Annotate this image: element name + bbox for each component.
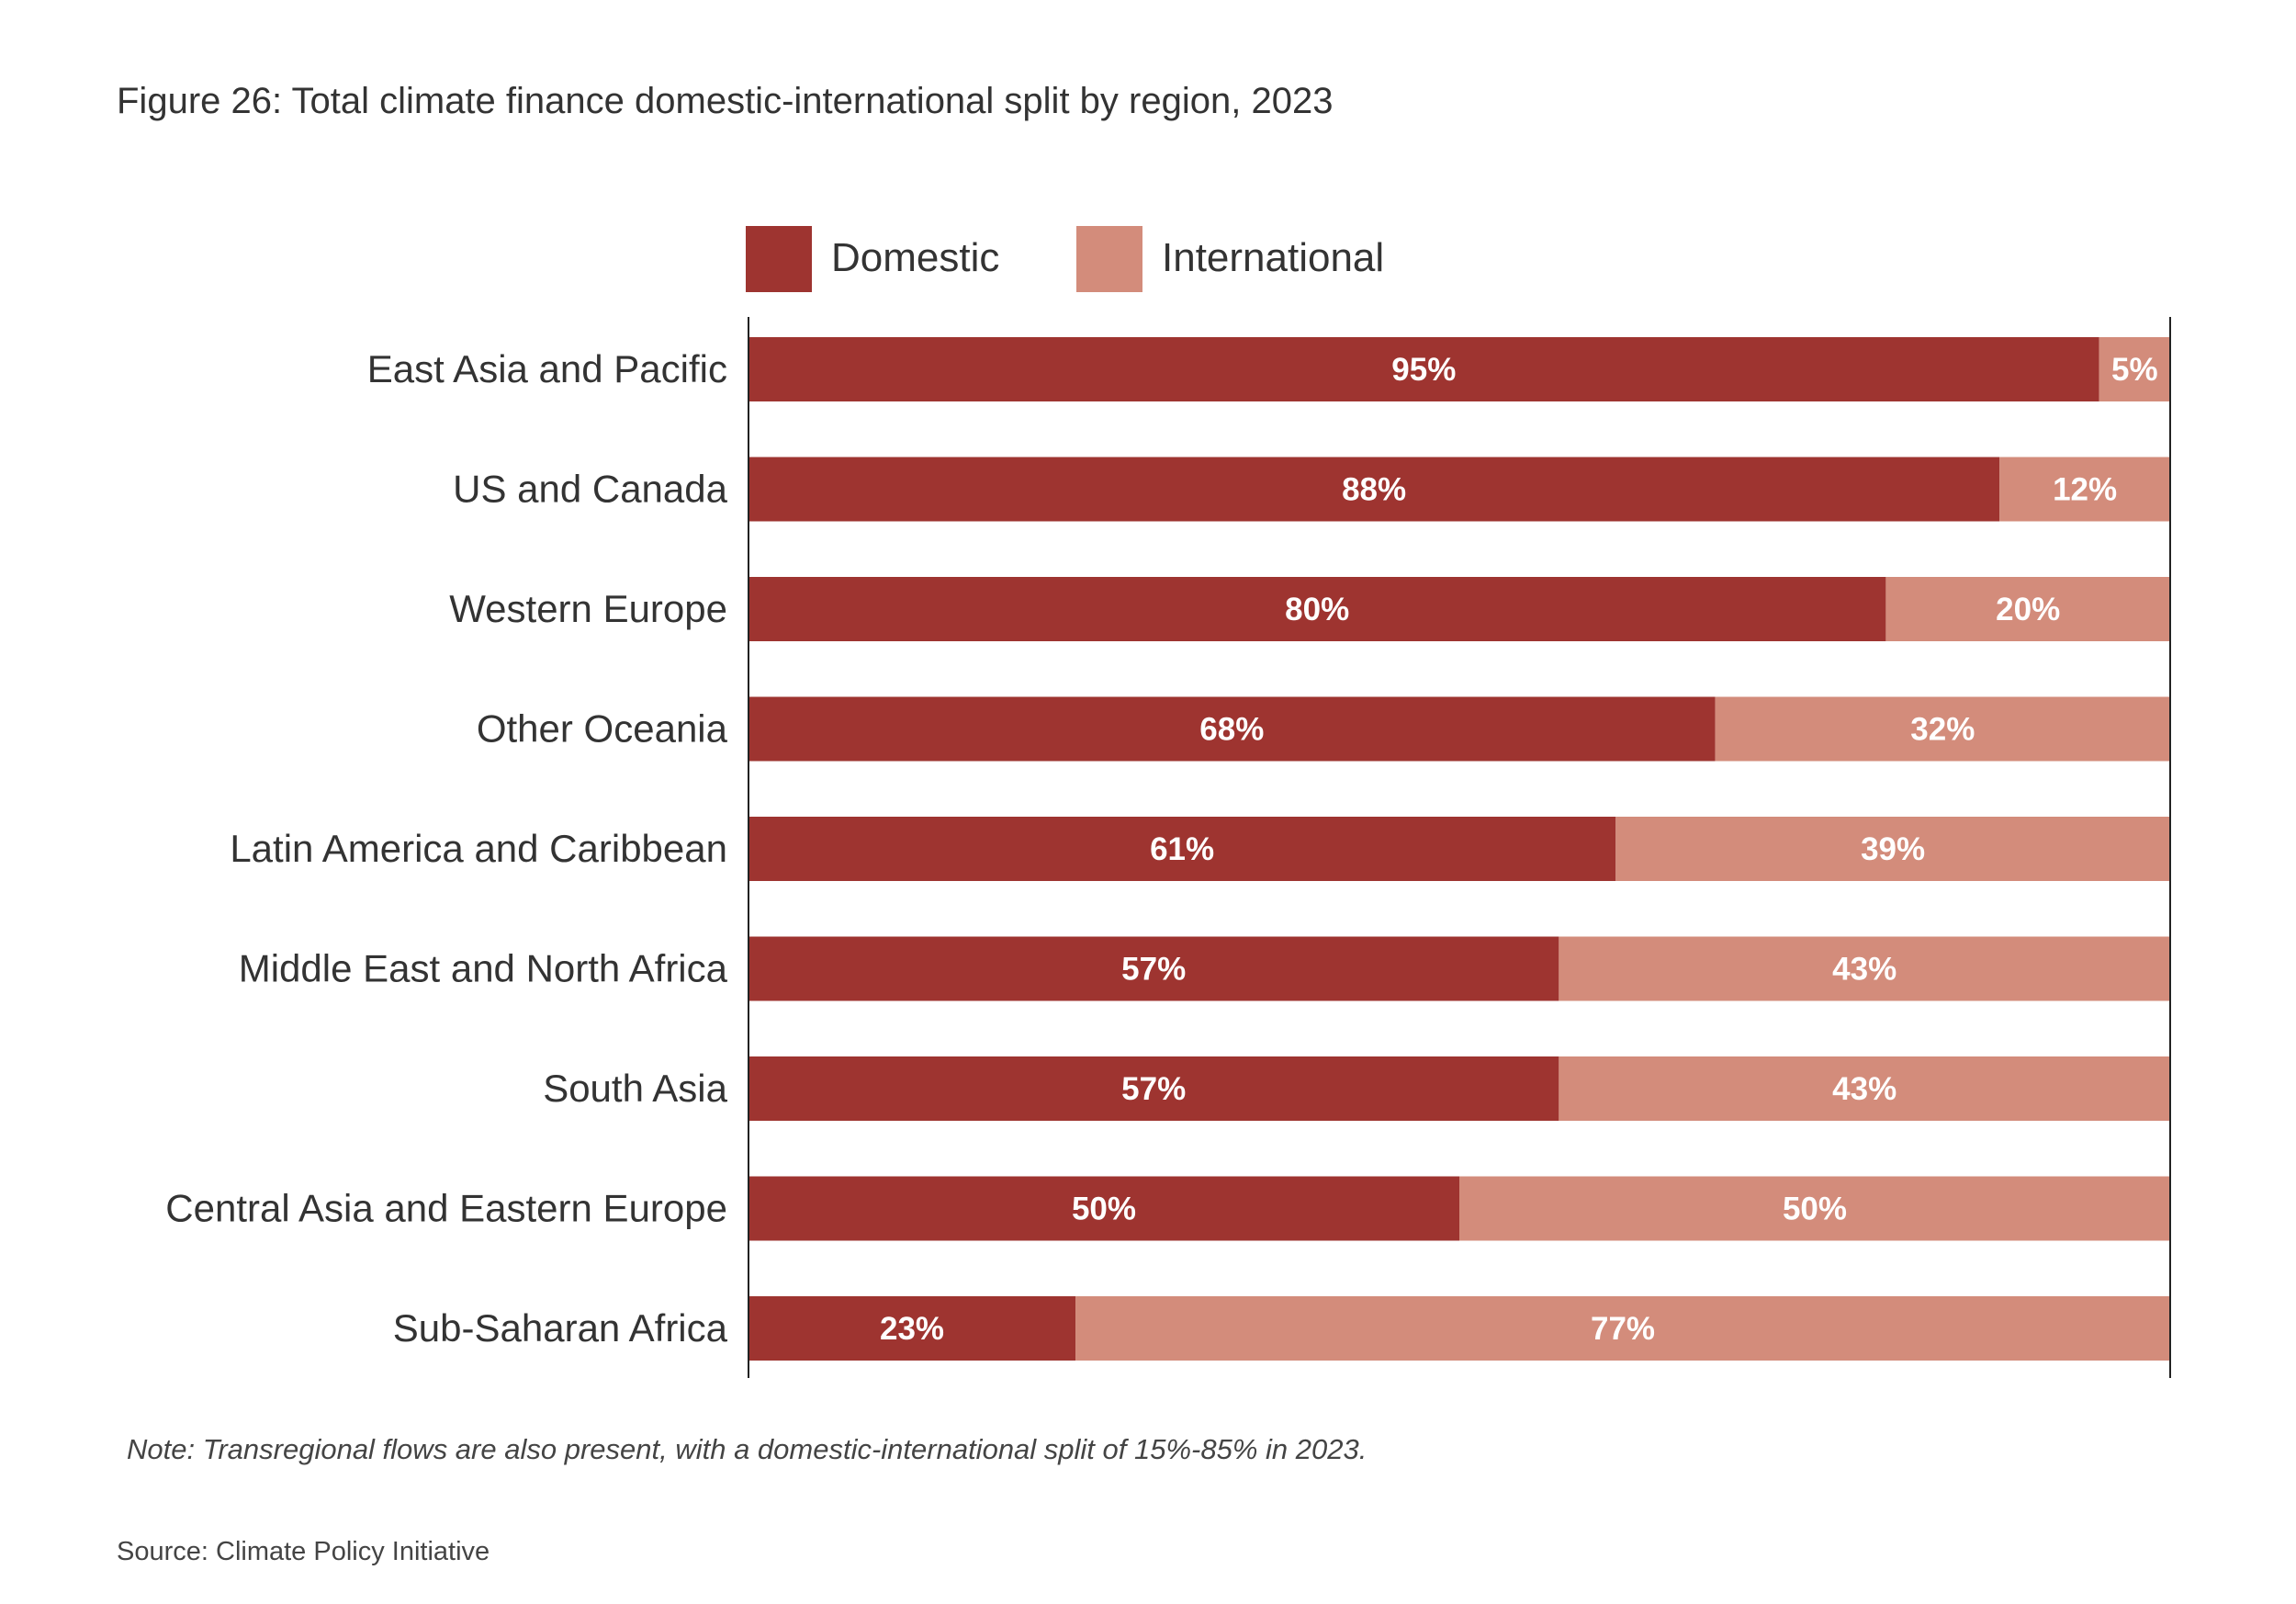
data-label-domestic-middle-east-and-north-africa: 57% xyxy=(1121,952,1186,988)
bar-domestic-middle-east-and-north-africa xyxy=(748,936,1559,1001)
data-label-domestic-sub-saharan-africa: 23% xyxy=(880,1311,944,1347)
bar-international-us-and-canada xyxy=(1999,457,2170,522)
data-label-international-central-asia-and-eastern-europe: 50% xyxy=(1783,1192,1847,1227)
bar-domestic-sub-saharan-africa xyxy=(748,1296,1076,1361)
category-label-south-asia: South Asia xyxy=(543,1067,727,1110)
data-label-international-east-asia-and-pacific: 5% xyxy=(2111,352,2158,388)
bar-international-south-asia xyxy=(1559,1056,2170,1121)
bar-domestic-us-and-canada xyxy=(748,457,2000,522)
chart-data-labels: 95% 5% 88% 12% 80% 20% 68% 32% 61% 39% 57% 43% 57% 43… xyxy=(880,352,2158,1347)
bar-international-east-asia-and-pacific xyxy=(2099,337,2170,401)
bar-international-middle-east-and-north-africa xyxy=(1559,936,2170,1001)
data-label-domestic-us-and-canada: 88% xyxy=(1342,472,1406,508)
chart-title: Figure 26: Total climate finance domesti… xyxy=(117,81,1334,121)
bar-domestic-latin-america-and-caribbean xyxy=(748,817,1616,881)
data-label-international-sub-saharan-africa: 77% xyxy=(1591,1311,1655,1347)
chart-category-labels: East Asia and Pacific US and Canada Wester… xyxy=(165,347,727,1350)
category-label-us-and-canada: US and Canada xyxy=(453,468,728,511)
chart-axes xyxy=(748,317,2171,1378)
bar-domestic-central-asia-and-eastern-europe xyxy=(748,1176,1459,1241)
chart-bars xyxy=(748,337,2170,1361)
bar-domestic-western-europe xyxy=(748,577,1886,641)
category-label-other-oceania: Other Oceania xyxy=(477,707,728,751)
bar-domestic-other-oceania xyxy=(748,696,1716,762)
data-label-international-western-europe: 20% xyxy=(1996,592,2060,627)
chart-legend: Domestic International xyxy=(746,226,1384,292)
bar-international-other-oceania xyxy=(1715,696,2170,762)
chart-source: Source: Climate Policy Initiative xyxy=(117,1537,490,1566)
data-label-international-other-oceania: 32% xyxy=(1910,712,1975,748)
category-label-western-europe: Western Europe xyxy=(449,587,727,630)
bar-international-latin-america-and-caribbean xyxy=(1615,817,2170,881)
category-label-central-asia-and-eastern-europe: Central Asia and Eastern Europe xyxy=(165,1187,727,1230)
data-label-domestic-other-oceania: 68% xyxy=(1199,712,1264,748)
legend-label-domestic: Domestic xyxy=(831,235,999,280)
data-label-domestic-east-asia-and-pacific: 95% xyxy=(1391,352,1456,388)
data-label-international-south-asia: 43% xyxy=(1832,1071,1896,1107)
category-label-middle-east-and-north-africa: Middle East and North Africa xyxy=(239,947,728,990)
bar-international-sub-saharan-africa xyxy=(1075,1296,2170,1361)
chart-note: Note: Transregional flows are also prese… xyxy=(127,1433,1367,1465)
legend-swatch-domestic xyxy=(746,226,812,292)
category-label-latin-america-and-caribbean: Latin America and Caribbean xyxy=(230,827,727,870)
bar-domestic-south-asia xyxy=(748,1056,1559,1121)
legend-label-international: International xyxy=(1162,235,1384,280)
data-label-domestic-western-europe: 80% xyxy=(1285,592,1349,627)
bar-international-western-europe xyxy=(1885,577,2170,641)
data-label-international-middle-east-and-north-africa: 43% xyxy=(1832,952,1896,988)
legend-swatch-international xyxy=(1076,226,1142,292)
bar-international-central-asia-and-eastern-europe xyxy=(1459,1176,2170,1241)
data-label-international-latin-america-and-caribbean: 39% xyxy=(1861,831,1925,867)
data-label-domestic-south-asia: 57% xyxy=(1121,1071,1186,1107)
category-label-east-asia-and-pacific: East Asia and Pacific xyxy=(367,347,727,390)
category-label-sub-saharan-africa: Sub-Saharan Africa xyxy=(393,1306,728,1350)
bar-domestic-east-asia-and-pacific xyxy=(748,337,2099,401)
data-label-domestic-central-asia-and-eastern-europe: 50% xyxy=(1072,1192,1136,1227)
data-label-international-us-and-canada: 12% xyxy=(2053,472,2117,508)
data-label-domestic-latin-america-and-caribbean: 61% xyxy=(1150,831,1214,867)
